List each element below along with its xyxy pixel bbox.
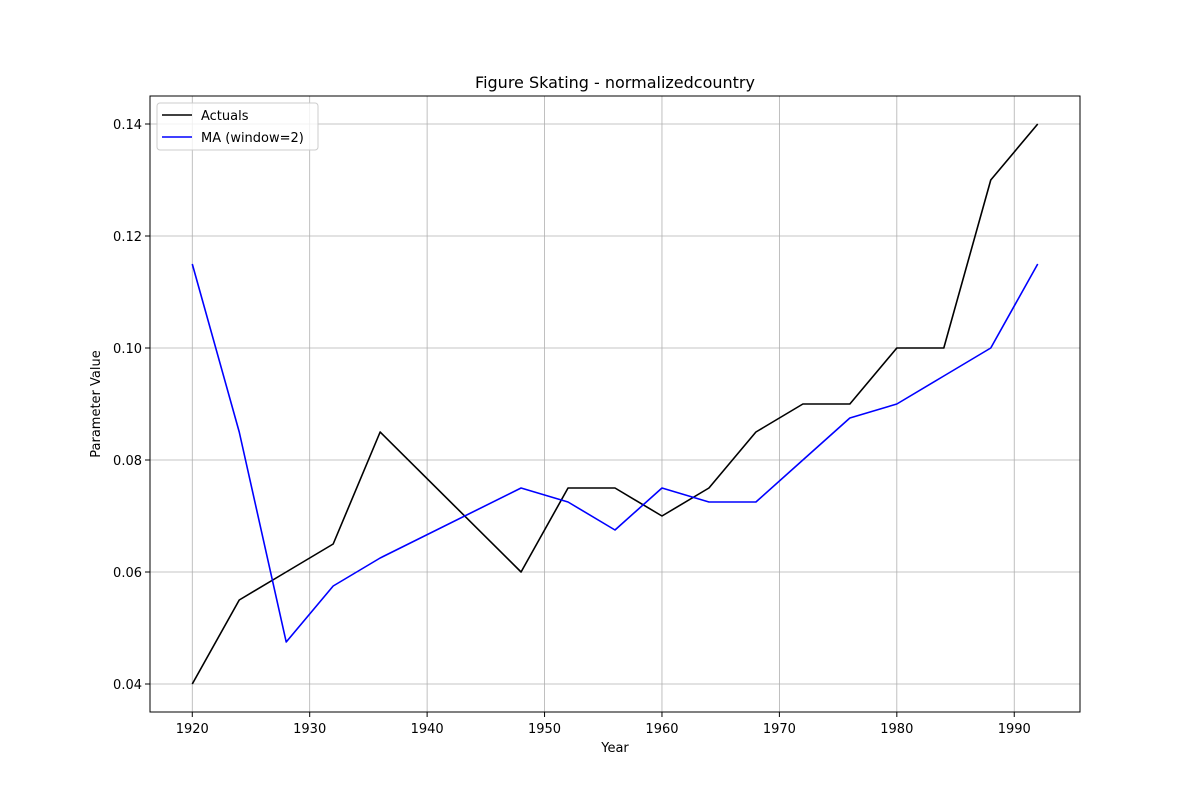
x-tick-label: 1940 <box>411 722 444 737</box>
x-tick-label: 1980 <box>880 722 913 737</box>
series-layer <box>191 123 1039 685</box>
y-tick-label: 0.12 <box>113 230 142 245</box>
x-axis: 1920 1930 1940 1950 1960 1970 1980 1990 <box>176 712 1031 737</box>
x-tick-label: 1960 <box>645 722 678 737</box>
legend-label-0: Actuals <box>201 109 249 124</box>
x-tick-label: 1920 <box>176 722 209 737</box>
y-tick-label: 0.04 <box>113 678 142 693</box>
grid-lines <box>150 96 1080 712</box>
x-tick-label: 1950 <box>528 722 561 737</box>
legend-box <box>156 102 319 151</box>
series-line-0 <box>191 123 1039 685</box>
x-axis-title: Year <box>600 741 629 756</box>
y-axis-title: Parameter Value <box>89 350 104 457</box>
legend-label-1: MA (window=2) <box>201 131 304 146</box>
legend: Actuals MA (window=2) <box>156 102 319 151</box>
y-tick-label: 0.10 <box>113 342 142 357</box>
x-tick-label: 1970 <box>763 722 796 737</box>
y-axis: 0.04 0.06 0.08 0.10 0.12 0.14 <box>113 118 150 693</box>
chart-title: Figure Skating - normalizedcountry <box>475 73 755 92</box>
y-tick-label: 0.14 <box>113 118 142 133</box>
series-line-1 <box>191 263 1039 643</box>
x-tick-label: 1990 <box>998 722 1031 737</box>
plot-frame <box>149 95 1081 713</box>
y-tick-label: 0.08 <box>113 454 142 469</box>
x-tick-label: 1930 <box>293 722 326 737</box>
y-tick-label: 0.06 <box>113 566 142 581</box>
